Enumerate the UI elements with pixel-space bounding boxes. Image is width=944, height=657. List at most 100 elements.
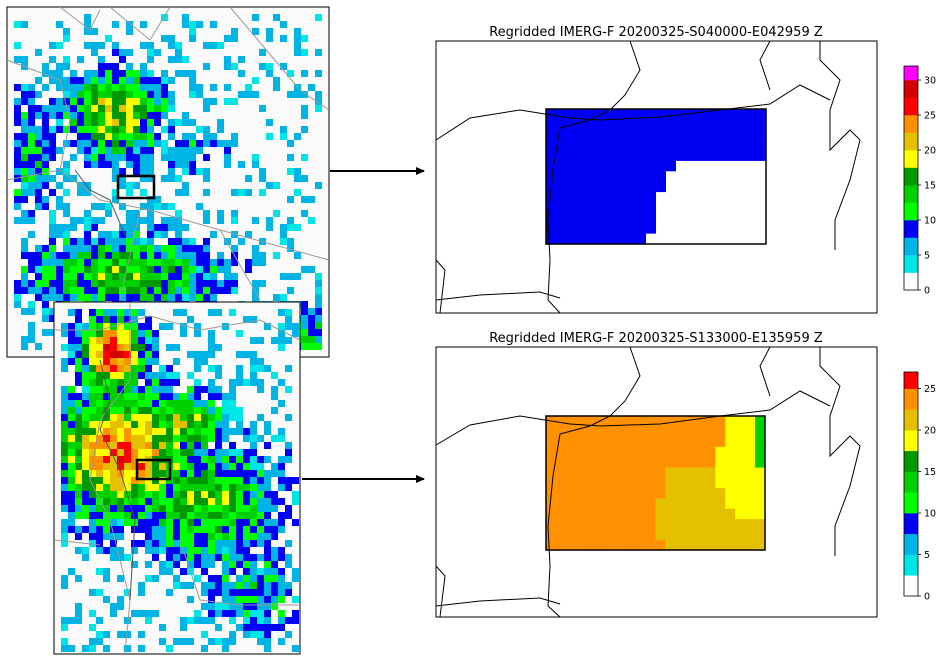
heat-cell	[616, 192, 627, 204]
radar-cell	[201, 470, 208, 477]
radar-cell	[63, 210, 70, 217]
radar-cell	[28, 112, 35, 119]
heat-cell	[656, 150, 667, 162]
radar-cell	[243, 603, 250, 610]
radar-cell	[75, 407, 82, 414]
heat-cell	[666, 212, 677, 224]
radar-cell	[145, 407, 152, 414]
radar-cell	[264, 617, 271, 624]
heat-cell	[685, 467, 696, 479]
heat-cell	[635, 477, 647, 489]
radar-cell	[301, 315, 308, 322]
radar-cell	[292, 645, 299, 652]
radar-cell	[61, 365, 68, 372]
radar-cell	[14, 217, 21, 224]
radar-cell	[96, 386, 103, 393]
radar-cell	[21, 196, 28, 203]
radar-cell	[173, 533, 180, 540]
radar-cell	[82, 512, 89, 519]
radar-cell	[119, 294, 126, 301]
radar-cell	[124, 379, 131, 386]
radar-cell	[236, 589, 243, 596]
heat-cell	[655, 529, 667, 541]
radar-cell	[56, 77, 63, 84]
radar-cell	[257, 435, 264, 442]
radar-cell	[315, 315, 322, 322]
radar-cell	[28, 84, 35, 91]
radar-cell	[56, 259, 63, 266]
radar-cell	[208, 344, 215, 351]
radar-cell	[250, 477, 257, 484]
radar-cell	[222, 582, 229, 589]
radar-cell	[147, 287, 154, 294]
heat-cell	[585, 446, 597, 458]
radar-cell	[131, 344, 138, 351]
radar-cell	[201, 533, 208, 540]
radar-cell	[250, 484, 257, 491]
heat-cell	[696, 129, 707, 141]
radar-cell	[315, 49, 322, 56]
radar-cell	[89, 526, 96, 533]
radar-cell	[138, 428, 145, 435]
heat-cell	[625, 508, 637, 520]
heat-cell	[686, 223, 697, 235]
radar-cell	[28, 91, 35, 98]
heat-cell	[565, 539, 577, 551]
radar-cell	[145, 400, 152, 407]
radar-cell	[278, 337, 285, 344]
radar-bottom-cells	[61, 309, 299, 652]
heat-cell	[716, 223, 727, 235]
radar-cell	[68, 477, 75, 484]
radar-cell	[194, 407, 201, 414]
radar-cell	[187, 456, 194, 463]
radar-cell	[98, 259, 105, 266]
radar-cell	[203, 154, 210, 161]
radar-cell	[140, 175, 147, 182]
radar-cell	[194, 540, 201, 547]
radar-cell	[105, 154, 112, 161]
heat-cell	[636, 140, 647, 152]
radar-cell	[264, 323, 271, 330]
radar-cell	[82, 505, 89, 512]
radar-cell	[119, 266, 126, 273]
radar-cell	[49, 147, 56, 154]
radar-cell	[208, 456, 215, 463]
heat-cell	[735, 426, 746, 438]
radar-cell	[77, 259, 84, 266]
heat-cell	[546, 498, 557, 510]
radar-cell	[215, 582, 222, 589]
radar-cell	[117, 386, 124, 393]
radar-cell	[117, 330, 124, 337]
radar-cell	[42, 245, 49, 252]
radar-cell	[110, 449, 117, 456]
radar-cell	[210, 294, 217, 301]
radar-cell	[166, 547, 173, 554]
heat-cell	[606, 202, 617, 214]
radar-cell	[75, 316, 82, 323]
heat-cell	[585, 457, 597, 469]
radar-cell	[243, 351, 250, 358]
radar-cell	[208, 414, 215, 421]
heat-cell	[725, 488, 736, 500]
radar-cell	[96, 358, 103, 365]
heat-cell	[635, 519, 647, 530]
radar-cell	[110, 365, 117, 372]
radar-cell	[292, 519, 299, 526]
radar-cell	[131, 498, 138, 505]
heat-cell	[686, 171, 697, 183]
radar-cell	[119, 224, 126, 231]
radar-cell	[236, 351, 243, 358]
radar-cell	[112, 154, 119, 161]
heat-cell	[665, 508, 676, 520]
radar-cell	[89, 358, 96, 365]
radar-cell	[21, 126, 28, 133]
radar-cell	[98, 77, 105, 84]
radar-cell	[77, 56, 84, 63]
heat-cell	[645, 508, 657, 520]
radar-cell	[49, 294, 56, 301]
radar-cell	[278, 617, 285, 624]
radar-cell	[42, 63, 49, 70]
heat-cell	[646, 109, 657, 120]
radar-cell	[14, 294, 21, 301]
radar-cell	[138, 421, 145, 428]
